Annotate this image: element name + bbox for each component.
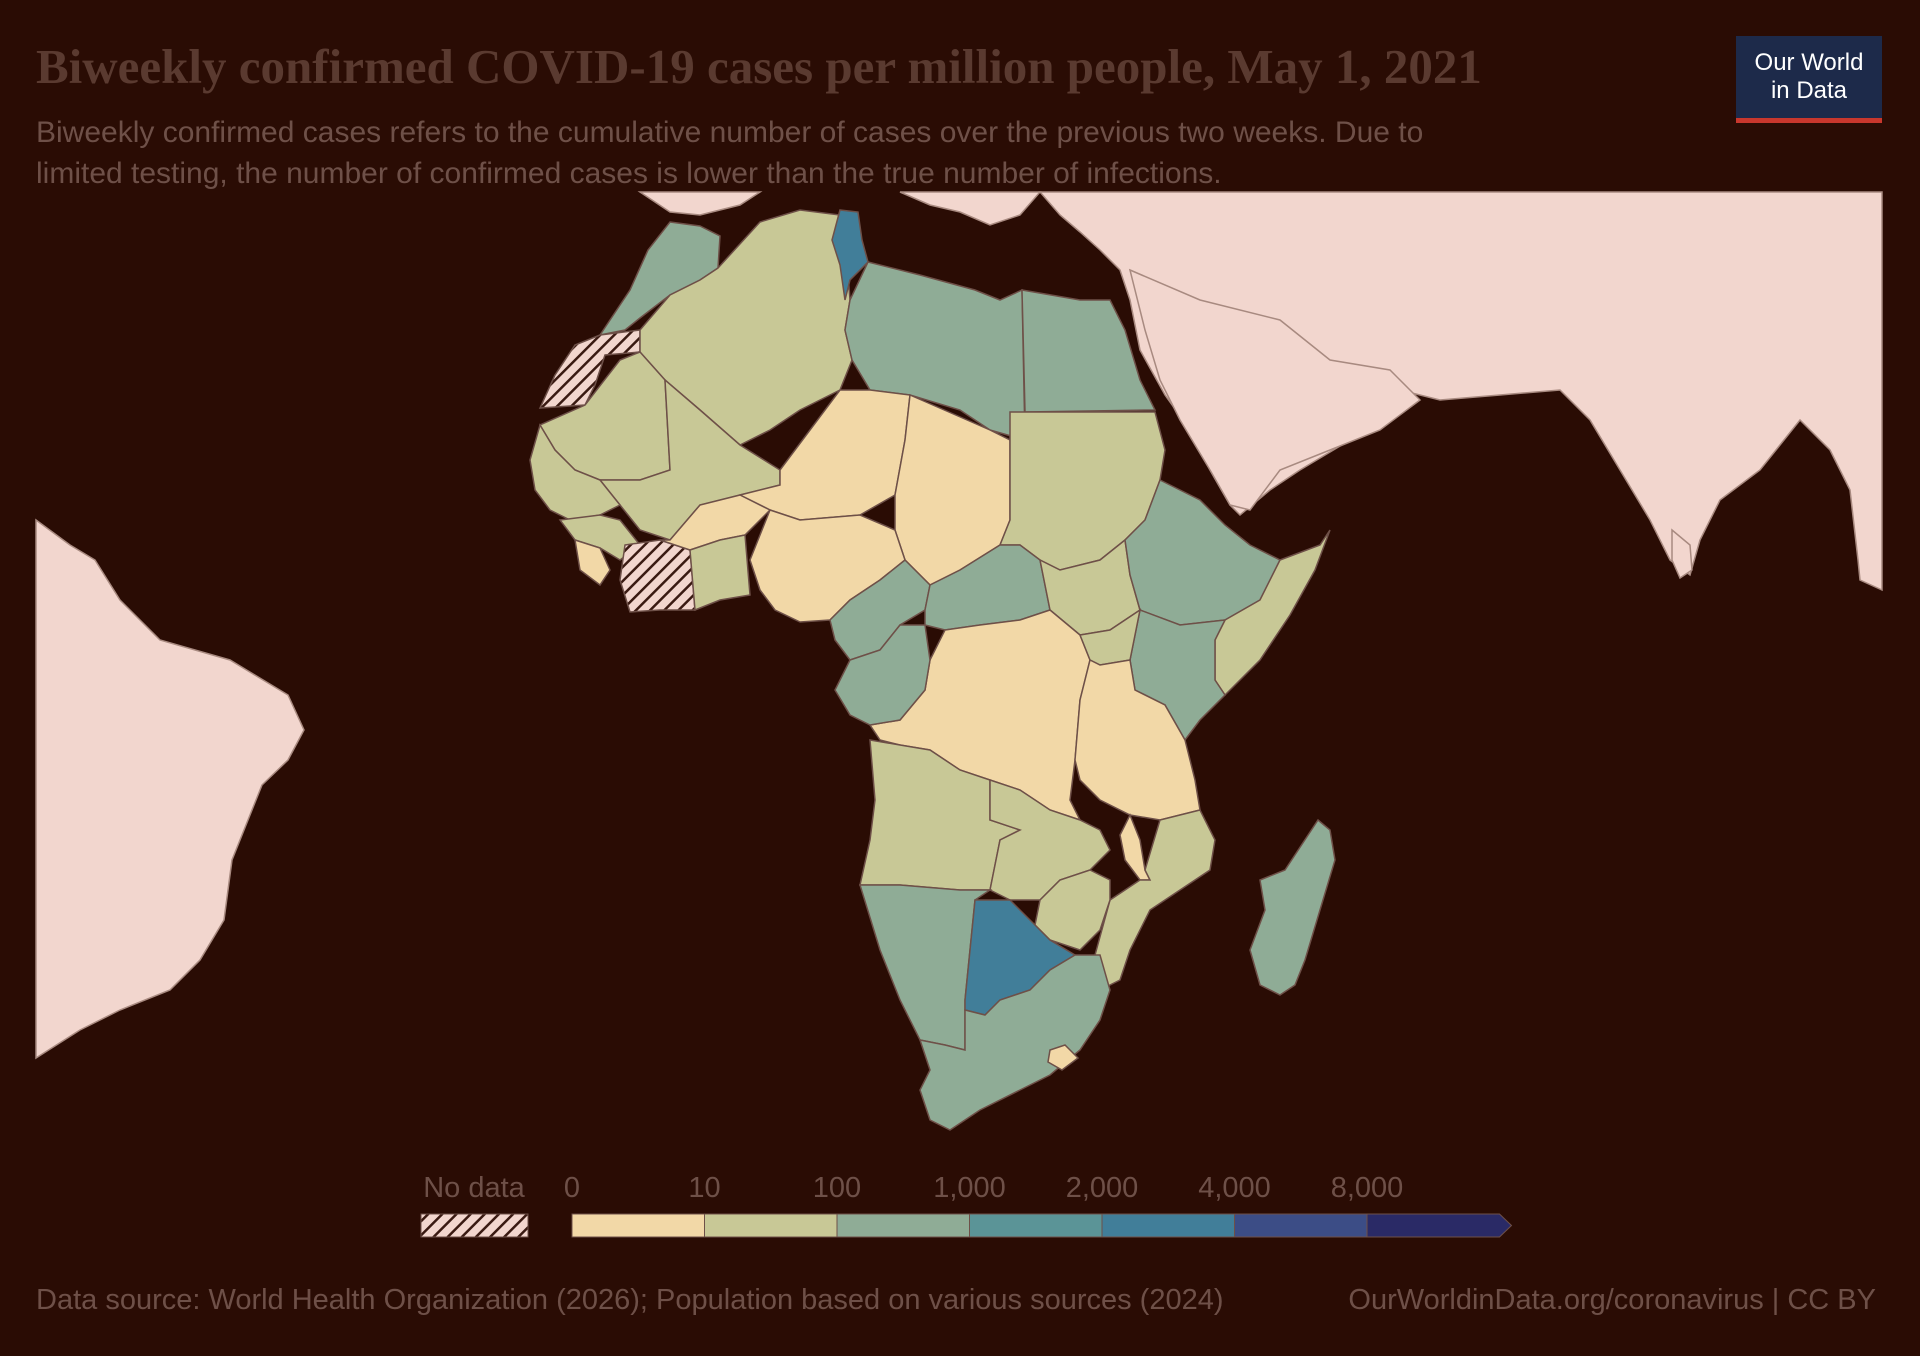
chart-title: Biweekly confirmed COVID-19 cases per mi… bbox=[36, 39, 1482, 94]
legend-bin-6[interactable] bbox=[1366, 1213, 1513, 1238]
chart-subtitle: Biweekly confirmed cases refers to the c… bbox=[36, 112, 1676, 194]
region-somalia[interactable] bbox=[1214, 529, 1331, 697]
region-europe-2[interactable] bbox=[899, 191, 1042, 226]
data-source: Data source: World Health Organization (… bbox=[36, 1284, 1224, 1316]
legend-tick-label-6: 8,000 bbox=[1331, 1172, 1404, 1204]
legend-swatches bbox=[571, 1213, 1513, 1238]
legend-tick-label-3: 1,000 bbox=[933, 1172, 1006, 1204]
legend-no-data-label: No data bbox=[423, 1172, 525, 1204]
legend-bin-4[interactable] bbox=[1101, 1213, 1235, 1238]
credit-link[interactable]: OurWorldinData.org/coronavirus | CC BY bbox=[1348, 1284, 1876, 1316]
subtitle-line-1: Biweekly confirmed cases refers to the c… bbox=[36, 116, 1424, 149]
region-sri-lanka[interactable] bbox=[1671, 528, 1693, 580]
region-south-africa[interactable] bbox=[918, 954, 1111, 1131]
legend-bin-0[interactable] bbox=[571, 1213, 705, 1238]
owid-logo[interactable]: Our World in Data bbox=[1736, 36, 1882, 123]
region-morocco[interactable] bbox=[598, 221, 721, 337]
legend-bin-1[interactable] bbox=[704, 1213, 838, 1238]
legend-tick-label-5: 4,000 bbox=[1198, 1172, 1271, 1204]
legend-tick-label-0: 0 bbox=[564, 1172, 580, 1204]
region-europe[interactable] bbox=[637, 191, 763, 216]
region-cote-divoire[interactable] bbox=[619, 539, 696, 613]
region-south-america[interactable] bbox=[35, 518, 305, 1060]
region-sierra-leone[interactable] bbox=[574, 538, 611, 587]
legend-bin-2[interactable] bbox=[836, 1213, 970, 1238]
legend-labels: No data 0 10 100 1,000 2,000 4,000 8,000 bbox=[423, 1172, 1403, 1204]
legend-bin-5[interactable] bbox=[1234, 1213, 1368, 1238]
legend-tick-label-4: 2,000 bbox=[1066, 1172, 1139, 1204]
legend-tick-label-2: 100 bbox=[813, 1172, 861, 1204]
region-arabia[interactable] bbox=[1128, 268, 1422, 511]
region-congo-gabon[interactable] bbox=[834, 624, 931, 726]
logo-line-1: Our World bbox=[1754, 49, 1864, 76]
region-madagascar[interactable] bbox=[1249, 818, 1336, 996]
logo-line-2: in Data bbox=[1770, 77, 1848, 104]
region-mozambique[interactable] bbox=[1094, 809, 1216, 992]
legend-bin-3[interactable] bbox=[969, 1213, 1103, 1238]
region-tunisia[interactable] bbox=[831, 209, 869, 301]
legend-tick-label-1: 10 bbox=[688, 1172, 720, 1204]
region-libya[interactable] bbox=[844, 261, 1026, 442]
outside-regions bbox=[35, 191, 1883, 1060]
subtitle-line-2: limited testing, the number of confirmed… bbox=[36, 157, 1222, 190]
legend: No data 0 10 100 1,000 2,000 4,000 8,000 bbox=[420, 1172, 1513, 1238]
legend-no-data-swatch bbox=[420, 1213, 529, 1238]
africa-countries bbox=[529, 209, 1336, 1131]
region-lesotho[interactable] bbox=[1047, 1044, 1080, 1071]
region-ghana-togo[interactable] bbox=[689, 534, 751, 612]
region-niger[interactable] bbox=[737, 389, 911, 521]
